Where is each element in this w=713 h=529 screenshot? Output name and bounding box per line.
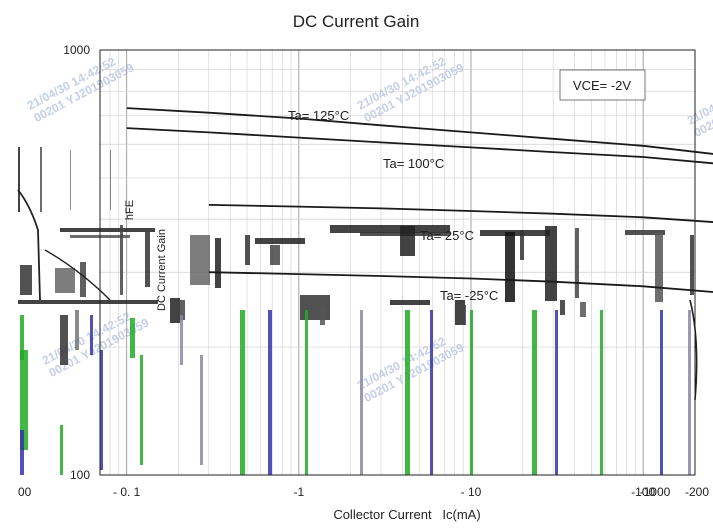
artifact-block (532, 310, 537, 475)
artifact-block (660, 310, 663, 475)
artifact-block (430, 310, 433, 475)
artifact-block (18, 215, 108, 218)
artifact-block (20, 350, 28, 450)
artifact-block (330, 225, 450, 233)
artifact-block (75, 310, 79, 350)
artifact-block (200, 355, 203, 465)
x-tick-label: - 10 (461, 485, 482, 499)
artifact-block (180, 300, 185, 320)
artifact-block (240, 310, 245, 475)
artifact-block (305, 310, 308, 475)
artifact-block (110, 150, 111, 210)
artifact-block (20, 430, 24, 475)
series-fragment (17, 189, 41, 301)
y-axis-symbol: hFE (124, 200, 136, 220)
artifact-block (215, 238, 221, 288)
artifact-block (145, 232, 150, 287)
artifact-block (300, 295, 330, 320)
artifact-block (18, 300, 158, 304)
artifact-block (688, 310, 691, 475)
artifact-block (360, 310, 363, 475)
artifact-block (470, 310, 473, 475)
artifact-block (130, 318, 135, 358)
artifact-block (320, 305, 325, 325)
series-fragment (44, 249, 111, 301)
artifact-block (190, 235, 210, 285)
artifact-block (545, 226, 557, 301)
plot-frame (99, 49, 696, 476)
annotation-ta-25: Ta= 25°C (420, 228, 474, 243)
artifact-block (560, 300, 565, 315)
artifact-block (120, 225, 123, 295)
vce-annotation: VCE= -2V (573, 78, 631, 93)
y-tick-1000: 1000 (63, 43, 90, 57)
x-tick-label: -200 (685, 485, 709, 499)
series-fragment (689, 299, 698, 401)
artifact-block (268, 310, 272, 475)
grid (99, 49, 696, 476)
artifact-block (90, 315, 93, 355)
vce-annotation-box: VCE= -2V (559, 69, 646, 101)
x-ticks: 00 - 0. 1 -1 - 10 -100-1000 -200 (18, 485, 709, 499)
annotation-ta-125: Ta= 125°C (288, 108, 349, 123)
artifact-block (600, 310, 603, 475)
artifact-block (40, 147, 42, 212)
artifact-block (170, 298, 180, 323)
artifact-block (555, 310, 558, 475)
artifact-block (245, 235, 250, 265)
artifact-block (505, 232, 515, 302)
artifact-block (70, 150, 71, 210)
artifact-block (625, 230, 665, 235)
artifact-block (270, 245, 280, 265)
x-tick-label: - 0. 1 (113, 485, 141, 499)
artifact-block (100, 350, 103, 470)
artifact-block (20, 315, 24, 360)
artifact-block (405, 310, 410, 475)
series-line-0 (126, 107, 713, 155)
artifact-block (400, 226, 415, 256)
artifact-block (520, 230, 524, 260)
series-lines (17, 107, 713, 401)
annotation-ta-minus25: Ta= -25°C (440, 288, 498, 303)
artifact-block (60, 315, 68, 365)
artifact-block (60, 425, 63, 475)
artifact-block (140, 355, 143, 465)
x-axis-label: Collector Current Ic(mA) (333, 507, 480, 522)
chart-title: DC Current Gain (293, 12, 420, 31)
artifact-block (55, 268, 75, 293)
y-tick-100: 100 (70, 468, 90, 482)
x-tick-label: -1 (294, 485, 305, 499)
artifact-block (60, 228, 155, 232)
artifact-block (20, 265, 32, 295)
artifact-block (18, 147, 20, 212)
annotation-ta-100: Ta= 100°C (383, 156, 444, 171)
artifact-block (180, 315, 183, 365)
x-tick-label: -1000 (640, 485, 671, 499)
artifact-block (690, 235, 694, 295)
artifact-block (390, 300, 430, 305)
series-line-2 (208, 204, 713, 223)
x-tick-label: -100 (631, 485, 655, 499)
series-line-3 (208, 271, 713, 293)
artifact-block (255, 238, 305, 244)
rendering-artifacts (18, 147, 694, 475)
artifact-block (655, 232, 663, 302)
artifact-block (80, 262, 86, 297)
artifact-block (460, 305, 466, 325)
y-axis-label: DC Current Gain (156, 229, 168, 311)
artifact-block (580, 302, 586, 317)
series-line-1 (126, 127, 713, 165)
x-tick-label: 00 (18, 485, 32, 499)
artifact-block (575, 228, 579, 298)
